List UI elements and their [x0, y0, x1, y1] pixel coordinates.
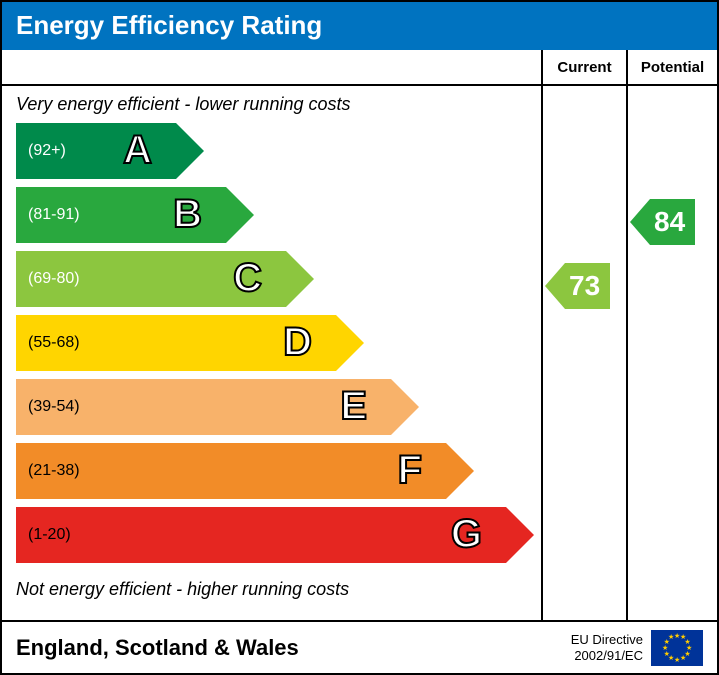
current-header: Current — [543, 50, 626, 86]
band-row-g: (1-20)G — [16, 507, 527, 563]
band-bar: (39-54)E — [16, 379, 391, 435]
eu-flag-icon: ★★★★★★★★★★★★ — [651, 630, 703, 666]
band-range: (55-68) — [16, 334, 336, 352]
band-arrow-icon — [506, 507, 534, 563]
band-range: (39-54) — [16, 398, 391, 416]
potential-column: Potential 84 — [628, 50, 717, 620]
band-row-e: (39-54)E — [16, 379, 527, 435]
band-bar: (81-91)B — [16, 187, 226, 243]
current-rating-value: 73 — [569, 270, 600, 302]
band-arrow-icon — [391, 379, 419, 435]
band-row-c: (69-80)C — [16, 251, 527, 307]
band-bar: (69-80)C — [16, 251, 286, 307]
potential-header: Potential — [628, 50, 717, 86]
chart-title: Energy Efficiency Rating — [2, 2, 717, 50]
bands-container: (92+)A (81-91)B (69-80)C (55-68)D (39-54)E (2… — [2, 123, 541, 563]
band-arrow-icon — [286, 251, 314, 307]
bands-column: Very energy efficient - lower running co… — [2, 50, 543, 620]
epc-chart: Energy Efficiency Rating Very energy eff… — [0, 0, 719, 675]
band-range: (92+) — [16, 142, 176, 160]
band-arrow-icon — [446, 443, 474, 499]
chart-footer: England, Scotland & Wales EU Directive 2… — [2, 622, 717, 673]
band-row-b: (81-91)B — [16, 187, 527, 243]
chart-grid: Very energy efficient - lower running co… — [2, 50, 717, 622]
band-range: (69-80) — [16, 270, 286, 288]
potential-rating-marker: 84 — [650, 199, 695, 245]
band-range: (1-20) — [16, 526, 506, 544]
band-bar: (55-68)D — [16, 315, 336, 371]
band-bar: (21-38)F — [16, 443, 446, 499]
band-arrow-icon — [226, 187, 254, 243]
band-range: (21-38) — [16, 462, 446, 480]
band-arrow-icon — [336, 315, 364, 371]
band-arrow-icon — [176, 123, 204, 179]
band-row-f: (21-38)F — [16, 443, 527, 499]
eu-directive: EU Directive 2002/91/EC ★★★★★★★★★★★★ — [571, 630, 703, 666]
current-rating-marker: 73 — [565, 263, 610, 309]
current-column: Current 73 — [543, 50, 628, 620]
eu-directive-line1: EU Directive — [571, 632, 643, 648]
band-range: (81-91) — [16, 206, 226, 224]
band-row-d: (55-68)D — [16, 315, 527, 371]
top-subtitle: Very energy efficient - lower running co… — [2, 86, 541, 123]
band-bar: (92+)A — [16, 123, 176, 179]
band-bar: (1-20)G — [16, 507, 506, 563]
potential-rating-value: 84 — [654, 206, 685, 238]
bands-header-spacer — [2, 50, 541, 86]
band-row-a: (92+)A — [16, 123, 527, 179]
region-label: England, Scotland & Wales — [16, 635, 299, 661]
eu-directive-text: EU Directive 2002/91/EC — [571, 632, 643, 663]
eu-directive-line2: 2002/91/EC — [571, 648, 643, 664]
bottom-subtitle: Not energy efficient - higher running co… — [2, 571, 541, 608]
